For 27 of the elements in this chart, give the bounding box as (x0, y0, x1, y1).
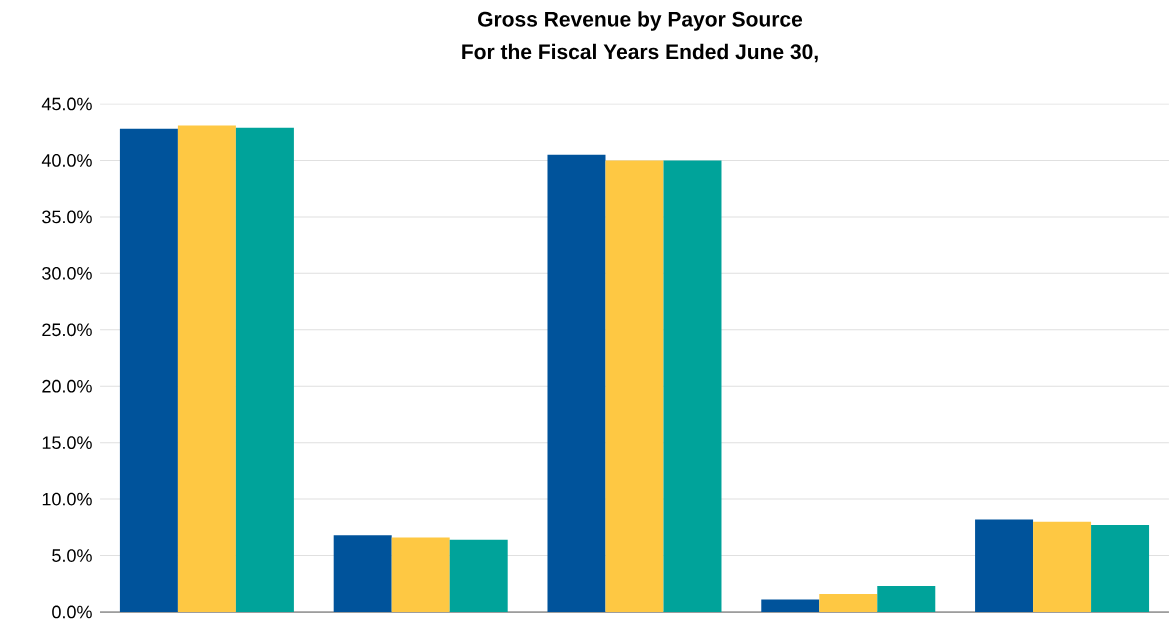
bar (975, 519, 1034, 612)
bar (391, 537, 450, 612)
y-tick-label: 40.0% (41, 154, 92, 167)
bar (819, 593, 878, 612)
bar (119, 128, 178, 612)
bar (177, 125, 236, 612)
y-tick-label: 15.0% (42, 436, 92, 450)
y-tick-label: 20.0% (42, 379, 92, 393)
bar (333, 535, 392, 612)
bar (547, 154, 606, 612)
y-tick-label: 45.0% (41, 97, 92, 111)
bar (663, 160, 722, 612)
y-tick-label: 5.0% (52, 549, 92, 562)
y-tick-label: 10.0% (42, 492, 92, 506)
y-tick-label: 0.0% (52, 605, 92, 619)
chart-subtitle: For the Fiscal Years Ended June 30, (462, 43, 818, 63)
bar (877, 586, 936, 612)
chart-title: Gross Revenue by Payor Source (478, 11, 803, 31)
bar (449, 539, 508, 612)
bar (605, 160, 664, 612)
bar (761, 599, 820, 612)
bar (1091, 525, 1150, 612)
bar (1033, 521, 1092, 612)
y-tick-label: 35.0% (42, 210, 92, 224)
y-tick-label: 25.0% (42, 323, 92, 337)
y-tick-label: 30.0% (42, 266, 92, 280)
bar (235, 127, 294, 612)
